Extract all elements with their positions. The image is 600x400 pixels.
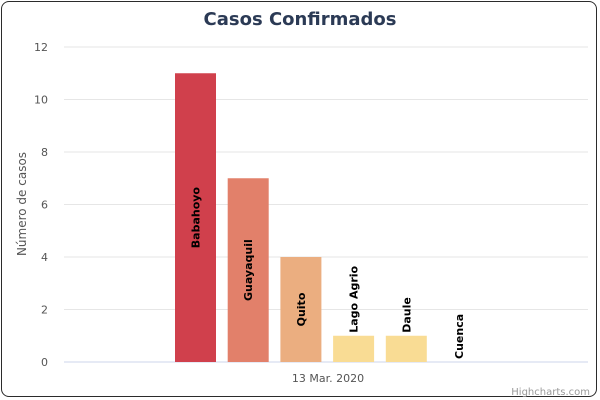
x-axis-category-label: 13 Mar. 2020 <box>292 372 364 385</box>
bar-label: Babahoyo <box>190 187 203 249</box>
y-tick-label: 12 <box>34 41 48 54</box>
y-axis-title: Número de casos <box>15 152 29 256</box>
y-tick-label: 6 <box>41 199 48 212</box>
bar-daule[interactable] <box>385 335 427 362</box>
bar-lago-agrio[interactable] <box>333 335 375 362</box>
credits-link[interactable]: Highcharts.com <box>511 387 590 398</box>
gridlines <box>64 46 588 363</box>
y-tick-label: 4 <box>41 251 48 264</box>
y-tick-label: 8 <box>41 146 48 159</box>
bar-quito[interactable] <box>280 257 322 362</box>
bar-label: Guayaquil <box>242 239 255 301</box>
bar-label: Quito <box>295 292 308 326</box>
y-tick-label: 0 <box>41 356 48 369</box>
bars-group <box>175 73 427 362</box>
y-tick-label: 2 <box>41 304 48 317</box>
y-axis-ticks: 0 2 4 6 8 10 12 <box>34 41 48 369</box>
chart-title: Casos Confirmados <box>204 9 397 30</box>
bar-label: Cuenca <box>453 314 466 359</box>
bar-labels-group: Babahoyo Guayaquil Quito Lago Agrio Daule Cue… <box>190 187 467 359</box>
bar-label: Lago Agrio <box>348 265 361 332</box>
bar-babahoyo[interactable] <box>175 73 216 362</box>
bar-label: Daule <box>400 297 413 333</box>
bar-guayaquil[interactable] <box>227 178 269 362</box>
y-tick-label: 10 <box>34 94 48 107</box>
